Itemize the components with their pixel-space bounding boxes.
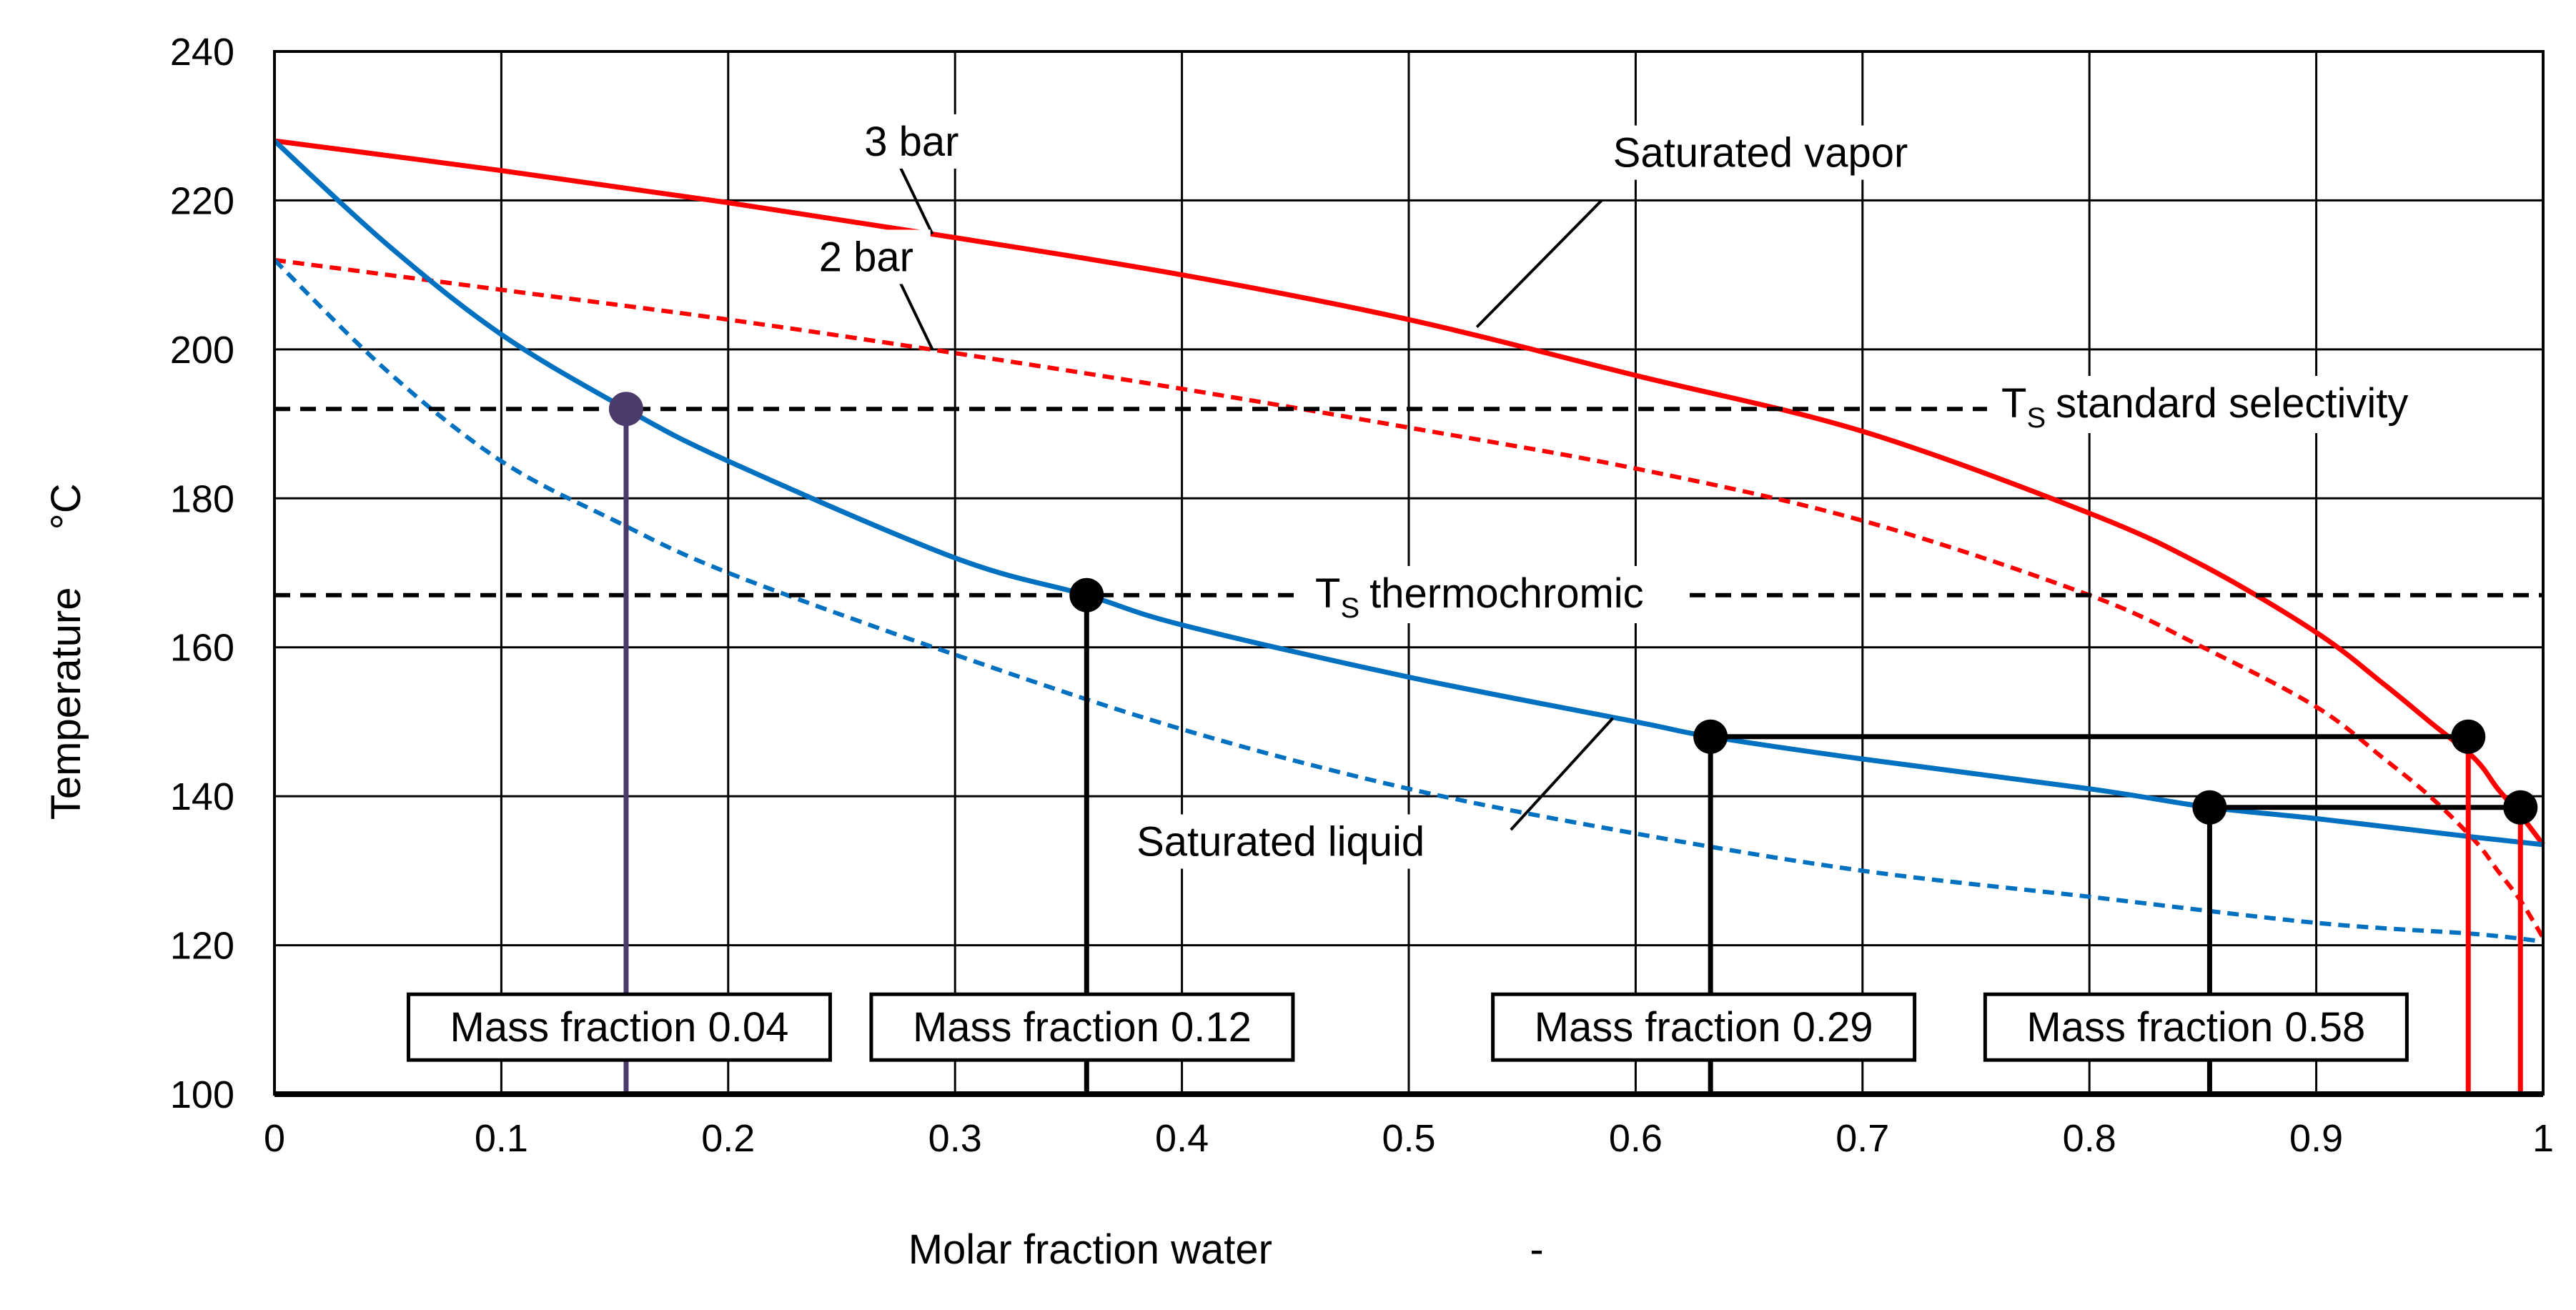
data-point-marker-5 (2503, 790, 2538, 825)
y-tick-label: 120 (170, 925, 234, 968)
ref-label-rest: standard selectivity (2056, 380, 2408, 427)
data-point-marker-1 (1069, 577, 1104, 612)
x-tick-label: 0.8 (2063, 1117, 2116, 1160)
x-tick-label: 0 (264, 1117, 285, 1160)
annotation-bg (854, 114, 976, 169)
reference-label-bg (1987, 376, 2576, 433)
y-tick-label: 240 (170, 31, 234, 74)
ref-label-sub: S (2026, 402, 2046, 434)
mass-fraction-label: Mass fraction 0.29 (1535, 1004, 1873, 1051)
annotation-bg (808, 229, 931, 284)
y-tick-label: 180 (170, 477, 234, 520)
series-line-3 (272, 258, 2544, 944)
annotation-leader-0 (897, 162, 934, 235)
x-tick-label: 0.2 (701, 1117, 755, 1160)
ref-label-rest: thermochromic (1369, 570, 1644, 617)
annotation-label-1: 2 bar (819, 234, 913, 280)
annotation-label-2: Saturated vapor (1613, 130, 1908, 177)
ref-label-main: T (1315, 570, 1340, 617)
annotation-label-0: 3 bar (864, 119, 958, 165)
annotation-leader-1 (897, 277, 934, 350)
x-axis-unit: - (1530, 1226, 1543, 1273)
y-tick-label: 200 (170, 329, 234, 372)
x-tick-label: 0.5 (1382, 1117, 1435, 1160)
data-point-marker-4 (2192, 790, 2227, 825)
y-axis-title-group: Temperature °C (43, 483, 89, 820)
x-axis-title: Molar fraction water (908, 1226, 1272, 1273)
y-axis-title: Temperature (43, 587, 89, 820)
mass-fraction-box-1 (869, 992, 1295, 1062)
axes: 0 0.1 0.2 0.3 0.4 0.5 0.6 0.7 0.8 0.9 1 100 120 140 16… (43, 31, 2554, 1273)
reference-label-1: TS thermochromic (1315, 570, 1644, 624)
data-point-marker-3 (2451, 719, 2486, 754)
y-tick-label: 140 (170, 775, 234, 818)
annotations: 3 bar 2 bar Saturated vapor Saturated liqui… (808, 114, 1946, 869)
ref-label-main: T (2001, 380, 2026, 427)
series-line-0 (274, 138, 2545, 847)
series-line-1 (274, 257, 2545, 939)
x-tick-label: 0.7 (1836, 1117, 1889, 1160)
x-tick-label: 0.4 (1155, 1117, 1209, 1160)
data-point-marker-2 (1693, 719, 1728, 754)
annotation-leader-3 (1510, 717, 1615, 831)
annotation-bg (1602, 125, 1946, 180)
y-tick-label: 220 (170, 179, 234, 222)
reference-label-bg (1301, 566, 1687, 623)
annotation-leader-2 (1475, 199, 1603, 328)
x-tick-label: 0.9 (2289, 1117, 2343, 1160)
x-tick-label: 1 (2532, 1117, 2554, 1160)
ref-label-sub: S (1340, 592, 1359, 624)
mass-fraction-label: Mass fraction 0.04 (450, 1004, 789, 1051)
reference-label-0: TS standard selectivity (2001, 380, 2408, 434)
y-tick-label: 160 (170, 627, 234, 670)
y-tick-label: 100 (170, 1073, 234, 1116)
data-point-marker-0 (608, 392, 643, 427)
mass-fraction-label: Mass fraction 0.58 (2026, 1004, 2365, 1051)
annotation-bg (1126, 814, 1463, 869)
x-tick-label: 0.6 (1609, 1117, 1663, 1160)
data-markers (608, 392, 2538, 1094)
mass-fraction-box-2 (1491, 992, 1917, 1062)
y-axis-unit: °C (43, 483, 89, 530)
annotation-label-3: Saturated liquid (1136, 819, 1425, 865)
x-tick-label: 0.1 (475, 1117, 528, 1160)
mass-fraction-box-0 (406, 992, 832, 1062)
mass-fraction-boxes: Mass fraction 0.04 Mass fraction 0.12 Mass… (406, 992, 2409, 1062)
x-tick-label: 0.3 (928, 1117, 982, 1160)
mass-fraction-label: Mass fraction 0.12 (913, 1004, 1252, 1051)
mass-fraction-box-3 (1983, 992, 2409, 1062)
